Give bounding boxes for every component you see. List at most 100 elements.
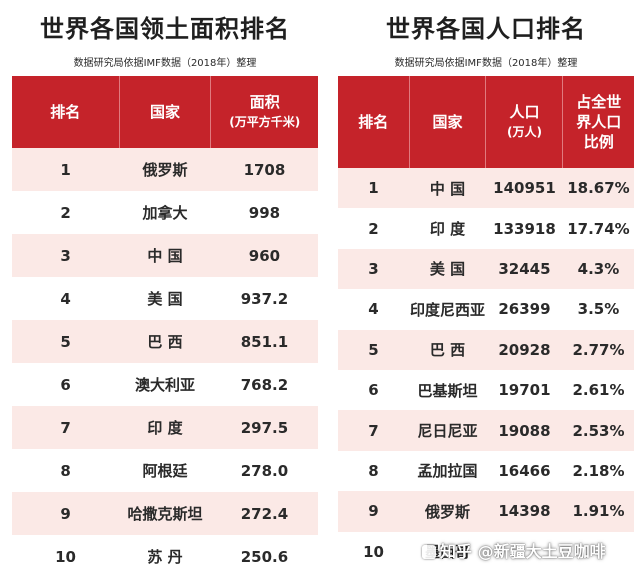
area-ranking-body: 1 俄罗斯 1708 2 加拿大 998 3 中 国 960 4 美 国 937.2 5 巴 西 851.1… [12,148,318,578]
country-cell: 中 国 [409,168,486,209]
table-row: 9 哈撒克斯坦 272.4 [12,492,318,535]
population-ranking-title: 世界各国人口排名 [386,15,586,43]
table-row: 8 阿根廷 278.0 [12,449,318,492]
rank-cell: 8 [338,450,410,492]
country-cell: 苏 丹 [119,535,211,578]
population-cell: 14398 [485,491,563,532]
rank-header: 排名 [12,76,120,148]
area-unit: (万平方千米) [229,115,301,129]
rank-header: 排名 [338,76,410,168]
rank-cell: 3 [338,248,410,290]
area-cell: 851.1 [210,320,318,363]
area-cell: 250.6 [210,535,318,578]
rank-cell: 2 [338,208,410,249]
population-unit: (万人) [506,125,542,139]
population-cell: 26399 [485,289,563,330]
country-cell: 巴基斯坦 [409,369,486,411]
country-cell: 哈撒克斯坦 [119,492,211,535]
population-cell: 32445 [485,248,563,290]
population-cell: 19701 [485,369,563,411]
table-row: 9 俄罗斯 14398 1.91% [338,491,634,532]
rank-cell: 9 [12,492,120,535]
area-ranking-panel: 世界各国领土面积排名 数据研究局依据IMF数据（2018年）整理 排名 国家 面… [12,0,318,578]
rank-cell: 5 [12,320,120,363]
country-cell: 美 国 [119,277,211,320]
share-cell: 2.61% [562,369,634,411]
area-cell: 272.4 [210,492,318,535]
table-row: 7 尼日尼亚 19088 2.53% [338,410,634,451]
country-cell: 尼日尼亚 [409,410,486,451]
country-cell: 墨西哥 [409,531,486,572]
rank-cell: 2 [12,191,120,234]
table-header-row: 排名 国家 人口 (万人) 占全世 界人口 比例 [338,76,634,168]
table-row: 8 孟加拉国 16466 2.18% [338,450,634,492]
share-cell: 2.77% [562,329,634,370]
population-cell: 19088 [485,410,563,451]
rank-cell: 8 [12,449,120,492]
country-cell: 印度尼西亚 [409,289,486,330]
country-cell: 俄罗斯 [409,491,486,532]
rank-cell: 4 [338,289,410,330]
table-row: 6 澳大利亚 768.2 [12,363,318,406]
table-row: 2 加拿大 998 [12,191,318,234]
watermark: 知乎 @新疆大土豆咖啡 [422,538,606,562]
area-cell: 937.2 [210,277,318,320]
area-ranking-title: 世界各国领土面积排名 [40,15,290,43]
rank-cell: 3 [12,234,120,277]
table-row: 4 印度尼西亚 26399 3.5% [338,289,634,330]
country-cell: 孟加拉国 [409,450,486,492]
share-cell: 2.53% [562,410,634,451]
rank-cell: 4 [12,277,120,320]
table-header-row: 排名 国家 面积 (万平方千米) [12,76,318,148]
area-cell: 297.5 [210,406,318,449]
share-cell: 18.67% [562,168,634,209]
table-row: 10 苏 丹 250.6 [12,535,318,578]
country-cell: 俄罗斯 [119,148,211,191]
rank-cell: 5 [338,329,410,370]
population-cell: 20928 [485,329,563,370]
country-header: 国家 [409,76,487,168]
zhihu-logo-icon [422,545,436,559]
population-cell: 133918 [485,208,563,249]
country-cell: 加拿大 [119,191,211,234]
country-cell: 阿根廷 [119,449,211,492]
population-header: 人口 (万人) [485,76,564,168]
country-cell: 印 度 [119,406,211,449]
rank-cell: 1 [12,148,120,191]
population-cell: 140951 [485,168,563,209]
table-row: 1 俄罗斯 1708 [12,148,318,191]
rank-cell: 9 [338,491,410,532]
rank-cell: 10 [338,531,410,572]
area-header: 面积 (万平方千米) [210,76,318,148]
rank-cell: 6 [338,369,410,411]
population-cell [485,531,563,572]
country-header: 国家 [119,76,212,148]
share-cell: 17.74% [562,208,634,249]
share-cell: 1.91% [562,491,634,532]
table-row: 10 墨西哥 [338,531,634,572]
table-row: 6 巴基斯坦 19701 2.61% [338,369,634,411]
share-cell: 4.3% [562,248,634,290]
rank-cell: 7 [12,406,120,449]
country-cell: 巴 西 [119,320,211,363]
area-cell: 960 [210,234,318,277]
rank-cell: 7 [338,410,410,451]
area-cell: 768.2 [210,363,318,406]
area-ranking-subtitle: 数据研究局依据IMF数据（2018年）整理 [73,58,257,69]
country-cell: 巴 西 [409,329,486,370]
share-header: 占全世 界人口 比例 [562,76,634,168]
population-cell: 16466 [485,450,563,492]
country-cell: 中 国 [119,234,211,277]
area-cell: 998 [210,191,318,234]
population-ranking-panel: 世界各国人口排名 数据研究局依据IMF数据（2018年）整理 排名 国家 人口 … [338,0,634,572]
share-cell [562,531,634,572]
